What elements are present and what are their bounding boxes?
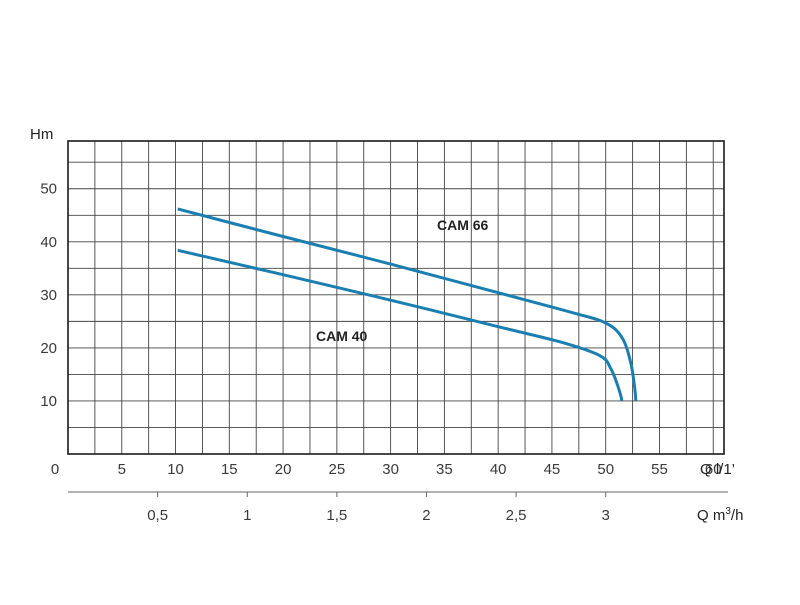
secondary-x-axis-label-prefix: Q m <box>697 507 725 524</box>
x-tick-label: 55 <box>651 461 668 478</box>
x-tick-label: 10 <box>167 461 184 478</box>
secondary-x-tick-label: 2 <box>422 507 430 524</box>
series-line-cam-66 <box>177 207 638 402</box>
y-tick-label: 20 <box>40 340 57 357</box>
series-line-cam-40 <box>177 248 624 402</box>
secondary-x-tick-label: 2,5 <box>506 507 527 524</box>
secondary-x-tick-label: 3 <box>602 507 610 524</box>
x-tick-label: 15 <box>221 461 238 478</box>
x-tick-label: 35 <box>436 461 453 478</box>
secondary-x-axis-label-suffix: /h <box>731 507 744 524</box>
secondary-x-tick-label: 1,5 <box>326 507 347 524</box>
x-tick-label: 40 <box>490 461 507 478</box>
y-tick-label: 50 <box>40 181 57 198</box>
plot-frame <box>67 140 725 455</box>
series-layer <box>177 207 638 402</box>
x-tick-label: 50 <box>597 461 614 478</box>
series-label-cam-66: CAM 66 <box>437 217 489 233</box>
x-tick-label: 0 <box>51 461 59 478</box>
x-tick-label: 60 <box>705 461 722 478</box>
x-tick-labels: 0 5 10 15 20 25 30 35 40 45 50 55 60 <box>51 461 722 478</box>
secondary-x-axis-label: Q m3/h <box>697 506 743 524</box>
secondary-x-tick-label: 1 <box>243 507 251 524</box>
x-tick-label: 25 <box>329 461 346 478</box>
x-tick-label: 30 <box>382 461 399 478</box>
x-axis-label: Q l/1’ <box>700 461 735 478</box>
x-tick-label: 20 <box>275 461 292 478</box>
x-tick-label: 5 <box>118 461 126 478</box>
y-axis-label: Hm <box>30 126 53 143</box>
secondary-x-axis-label-sup: 3 <box>725 506 731 517</box>
y-tick-label: 30 <box>40 287 57 304</box>
grid <box>68 141 724 454</box>
y-tick-label: 40 <box>40 234 57 251</box>
x-tick-label: 45 <box>544 461 561 478</box>
secondary-x-tick-label: 0,5 <box>147 507 168 524</box>
y-tick-label: 10 <box>40 393 57 410</box>
y-tick-labels: 10 20 30 40 50 <box>40 181 57 410</box>
series-label-cam-40: CAM 40 <box>316 328 368 344</box>
secondary-x-tick-labels: 0,5 1 1,5 2 2,5 3 <box>147 492 610 524</box>
